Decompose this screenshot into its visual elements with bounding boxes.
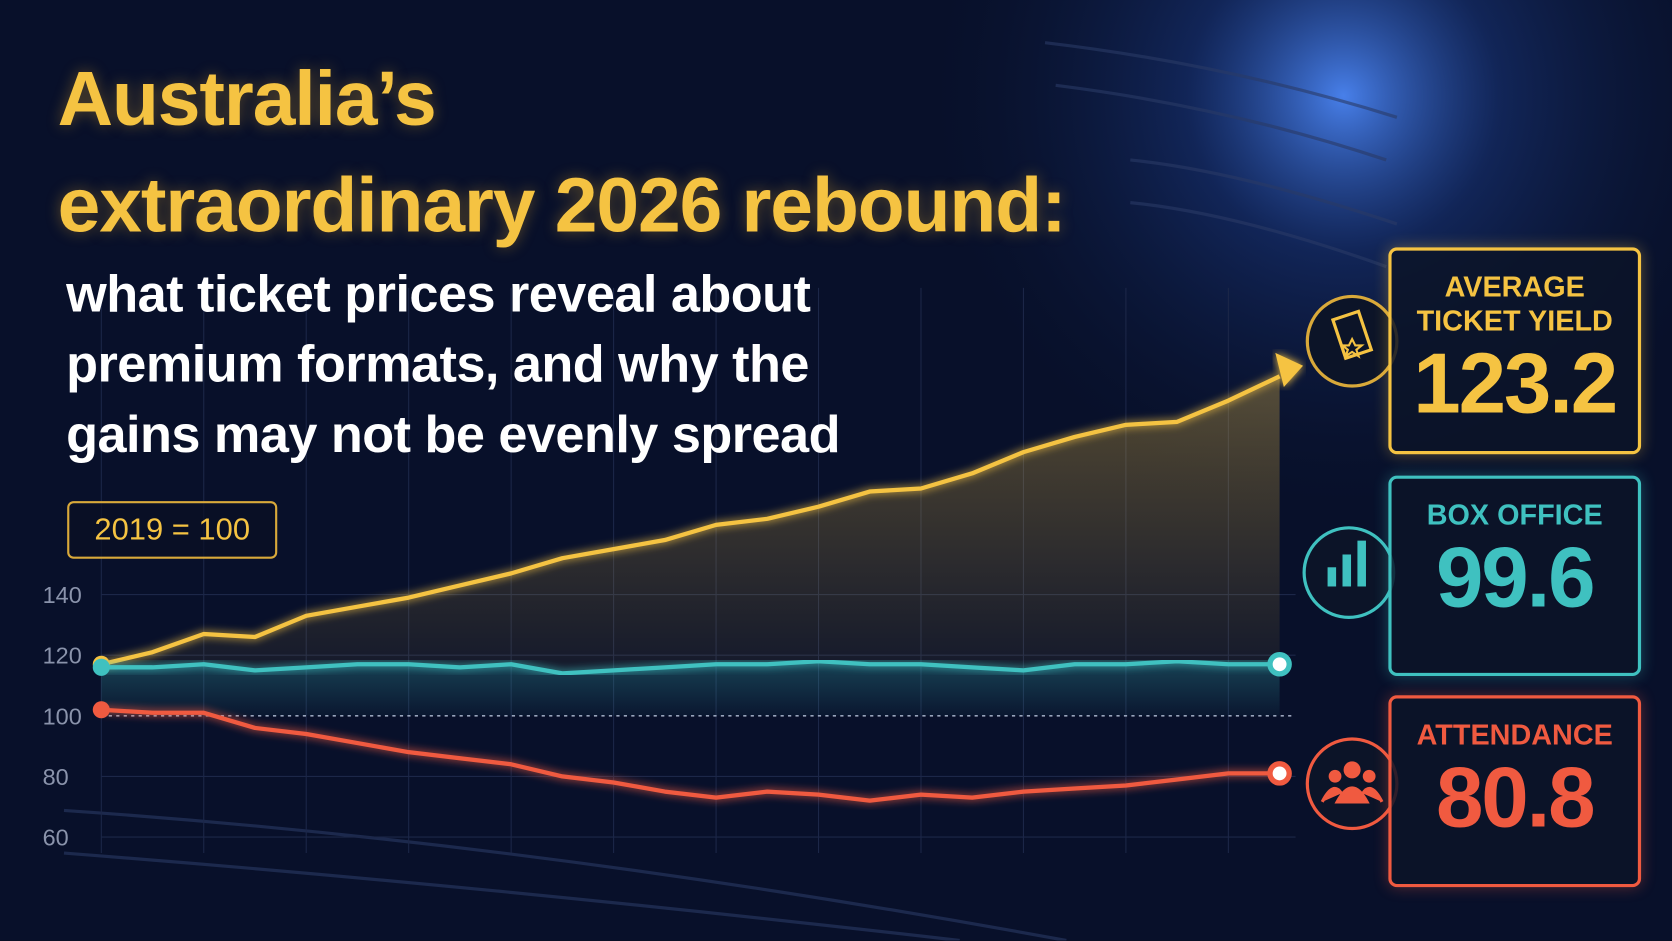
- series-line: [101, 659, 1280, 676]
- kpi-value: 123.2: [1413, 335, 1618, 431]
- legend-label: AVERAGE TICKET YIELD: [1416, 270, 1613, 337]
- subtitle-line: premium formats, and why the: [66, 335, 809, 394]
- kpi-icons: [1302, 294, 1399, 831]
- kpi-value: 80.8: [1435, 749, 1596, 845]
- y-tick-label: 140: [43, 582, 82, 608]
- annotation: 2019 = 100: [67, 501, 278, 559]
- area-fill: [101, 376, 1280, 674]
- y-tick-label: 60: [43, 825, 69, 851]
- subtitle-line: gains may not be evenly spread: [66, 406, 840, 464]
- film-strip: [63, 41, 1398, 941]
- end-dot: [1267, 761, 1292, 786]
- area-fill: [101, 661, 1280, 716]
- end-dot: [1267, 652, 1292, 677]
- series-line: [101, 707, 1280, 803]
- y-tick-label: 120: [43, 643, 82, 669]
- end-arrow: [1275, 352, 1304, 388]
- subtitle-line: what ticket prices reveal about: [66, 265, 811, 324]
- kpi-card: AVERAGE TICKET YIELD 123.2: [1388, 247, 1642, 455]
- title-line: extraordinary 2026 rebound:: [57, 163, 1067, 249]
- series-line: [100, 374, 1281, 667]
- legend-label: ATTENDANCE: [1416, 718, 1613, 751]
- y-tick-label: 80: [43, 764, 69, 790]
- start-dot: [92, 701, 110, 719]
- kpi-card: BOX OFFICE 99.6: [1388, 475, 1642, 677]
- kpi-value: 99.6: [1435, 529, 1596, 625]
- y-tick-label: 100: [43, 703, 82, 729]
- title-line: Australia’s: [57, 56, 437, 142]
- start-dot: [92, 658, 110, 676]
- legend-label: BOX OFFICE: [1426, 499, 1603, 532]
- kpi-card: ATTENDANCE 80.8: [1388, 695, 1642, 888]
